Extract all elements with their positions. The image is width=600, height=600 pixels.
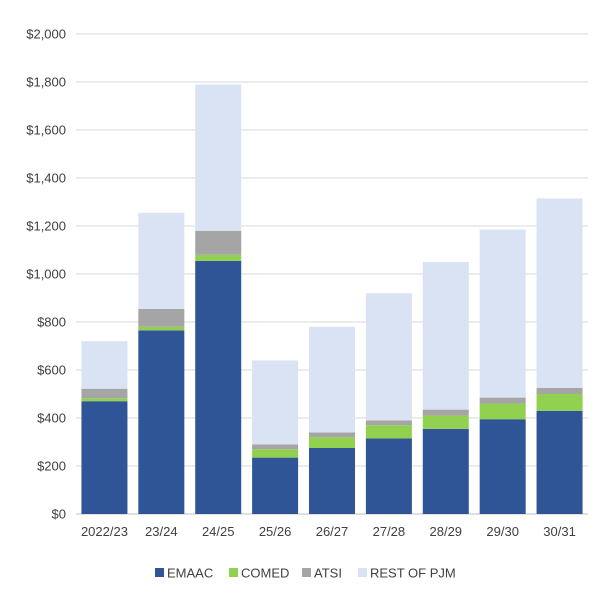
bar-segment-emaac — [309, 448, 355, 514]
legend-swatch — [358, 568, 367, 577]
bar-segment-comed — [195, 254, 242, 261]
bar-segment-rest-of-pjm — [536, 198, 583, 388]
x-tick-label: 27/28 — [373, 524, 406, 539]
y-axis-tick-labels: $0 $200 $400 $600 $800 $1,000 $1,200 $1,400 $1,6… — [26, 27, 66, 522]
x-tick-label: 24/25 — [202, 524, 235, 539]
y-tick-label: $1,600 — [26, 123, 66, 138]
legend-item-emaac: EMAAC — [155, 566, 213, 581]
bar-segment-atsi — [536, 388, 583, 394]
legend-item-comed: COMED — [229, 566, 289, 581]
y-tick-label: $400 — [37, 411, 66, 426]
bar-segment-atsi — [195, 230, 242, 255]
legend-swatch — [302, 568, 311, 577]
bar-segment-rest-of-pjm — [252, 360, 299, 445]
bar-segment-emaac — [252, 457, 299, 514]
y-tick-label: $1,800 — [26, 75, 66, 90]
bar-segment-rest-of-pjm — [422, 262, 469, 410]
y-tick-label: $800 — [37, 315, 66, 330]
legend-swatch — [229, 568, 238, 577]
y-tick-label: $1,200 — [26, 219, 66, 234]
legend-swatch — [155, 568, 164, 577]
x-tick-label: 28/29 — [430, 524, 463, 539]
legend-label: REST OF PJM — [370, 566, 456, 581]
bar-segment-emaac — [365, 438, 412, 514]
x-tick-label: 2022/23 — [81, 524, 128, 539]
legend-label: EMAAC — [167, 566, 213, 581]
bar-segment-rest-of-pjm — [309, 326, 355, 433]
bar-segment-comed — [422, 415, 469, 429]
x-tick-label: 30/31 — [543, 524, 576, 539]
bar-segment-comed — [365, 425, 412, 439]
bar-segment-atsi — [422, 409, 469, 416]
x-tick-label: 25/26 — [259, 524, 292, 539]
bar-segment-comed — [138, 326, 185, 331]
x-axis-tick-labels: 2022/23 23/24 24/25 25/26 26/27 27/28 28/29 29/… — [81, 524, 576, 539]
bar-segment-emaac — [195, 260, 242, 514]
y-tick-label: $2,000 — [26, 27, 66, 42]
legend-label: ATSI — [314, 566, 342, 581]
x-tick-label: 26/27 — [316, 524, 349, 539]
x-tick-label: 23/24 — [145, 524, 178, 539]
y-tick-label: $0 — [52, 507, 66, 522]
bar-segment-comed — [309, 437, 355, 448]
bar-segment-atsi — [252, 444, 299, 450]
y-tick-label: $200 — [37, 459, 66, 474]
bar-segment-emaac — [479, 419, 526, 514]
legend-item-rest-of-pjm: REST OF PJM — [358, 566, 456, 581]
bar-segment-rest-of-pjm — [195, 84, 242, 231]
bars — [81, 84, 583, 514]
bar-segment-atsi — [365, 420, 412, 426]
bar-segment-emaac — [138, 330, 185, 514]
bar-segment-emaac — [81, 401, 128, 514]
y-tick-label: $1,000 — [26, 267, 66, 282]
bar-segment-atsi — [81, 388, 128, 399]
y-tick-label: $1,400 — [26, 171, 66, 186]
legend-item-atsi: ATSI — [302, 566, 342, 581]
bar-segment-rest-of-pjm — [81, 341, 128, 389]
y-tick-label: $600 — [37, 363, 66, 378]
bar-segment-emaac — [422, 428, 469, 514]
bar-segment-rest-of-pjm — [365, 293, 412, 421]
bar-segment-comed — [252, 449, 299, 458]
x-tick-label: 29/30 — [486, 524, 519, 539]
bar-segment-comed — [81, 398, 128, 402]
legend: EMAAC COMED ATSI REST OF PJM — [155, 566, 456, 581]
bar-segment-rest-of-pjm — [479, 229, 526, 398]
bar-segment-atsi — [138, 308, 185, 327]
bar-segment-atsi — [309, 432, 355, 438]
bar-segment-emaac — [536, 410, 583, 514]
bar-segment-comed — [479, 403, 526, 420]
bar-segment-comed — [536, 394, 583, 411]
bar-segment-rest-of-pjm — [138, 212, 185, 309]
legend-label: COMED — [241, 566, 289, 581]
bar-segment-atsi — [479, 397, 526, 404]
